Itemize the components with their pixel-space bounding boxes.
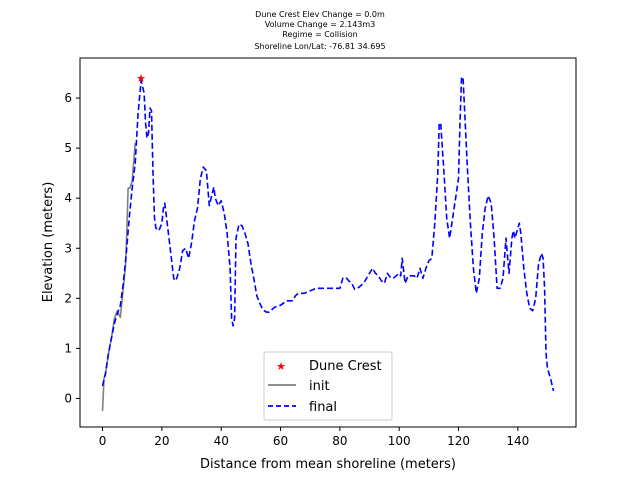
y-tick-label: 5 <box>64 141 72 155</box>
y-tick-label: 4 <box>64 191 72 205</box>
title-line-regime: Regime = Collision <box>282 30 357 39</box>
y-tick-label: 6 <box>64 91 72 105</box>
legend-label-dune-crest: Dune Crest <box>309 359 382 374</box>
title-line-volume: Volume Change = 2.143m3 <box>265 20 376 29</box>
x-tick-label: 20 <box>154 434 169 448</box>
plot-area: ★ <box>101 72 555 412</box>
plot-frame <box>79 57 577 428</box>
legend: ★ Dune Crest init final <box>263 351 393 421</box>
legend-label-init: init <box>309 379 330 394</box>
x-tick-label: 100 <box>388 434 411 448</box>
y-tick-label: 0 <box>64 391 72 405</box>
x-axis-label: Distance from mean shoreline (meters) <box>200 457 456 472</box>
series-line-final <box>101 76 555 392</box>
x-tick-label: 120 <box>447 434 470 448</box>
x-tick-label: 80 <box>332 434 347 448</box>
title-line-shoreline: Shoreline Lon/Lat: -76.81 34.695 <box>254 42 385 51</box>
y-tick-label: 2 <box>64 291 72 305</box>
y-axis-label: Elevation (meters) <box>41 182 56 303</box>
y-tick-label: 3 <box>64 241 72 255</box>
x-tick-label: 60 <box>273 434 288 448</box>
x-tick-label: 0 <box>99 434 107 448</box>
x-tick-label: 140 <box>506 434 529 448</box>
legend-box <box>263 351 393 421</box>
chart-title: Dune Crest Elev Change = 0.0m Volume Cha… <box>254 10 385 51</box>
legend-label-final: final <box>309 400 337 415</box>
x-tick-label: 40 <box>214 434 229 448</box>
legend-star-icon: ★ <box>276 360 286 373</box>
axis-ticks: 0 20 40 60 80 100 120 140 0 1 2 3 4 5 6 <box>64 91 529 448</box>
title-line-crest: Dune Crest Elev Change = 0.0m <box>255 10 385 19</box>
series-lines <box>101 76 555 412</box>
dune-crest-marker: ★ <box>136 72 146 85</box>
y-tick-label: 1 <box>64 341 72 355</box>
